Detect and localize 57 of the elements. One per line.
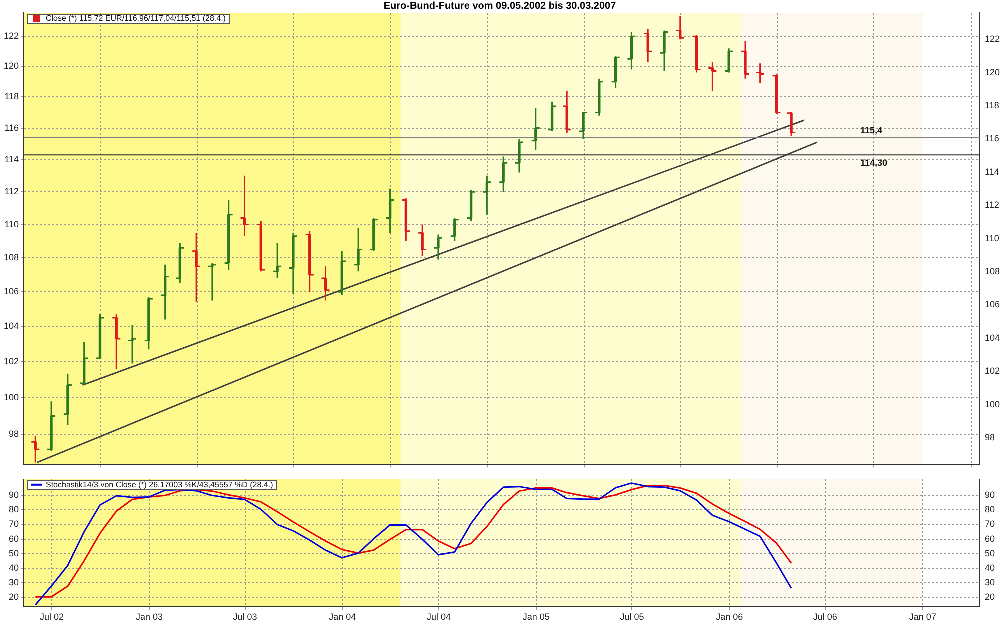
x-tick-label: Jul 06 <box>813 612 838 622</box>
ref-line-label: 114,30 <box>860 158 888 168</box>
ref-line-label: 115,4 <box>860 126 883 136</box>
y-tick-label: 20 <box>8 592 19 602</box>
x-tick-label: Jul 02 <box>40 612 64 622</box>
x-tick-label: Jan 07 <box>909 612 936 622</box>
x-tick-label: Jan 04 <box>329 612 356 622</box>
y-tick-label: 118 <box>4 92 19 102</box>
y-tick-label: 100 <box>4 392 19 402</box>
y-tick-label: 108 <box>4 252 19 263</box>
y2-tick-label: 80 <box>985 504 996 515</box>
y-tick-label: 102 <box>4 356 19 366</box>
y-tick-label: 60 <box>8 534 19 544</box>
legend-label: Stochastik14/3 von Close (*) 26,17003 %K/43,45557 %D (28.4.) <box>46 480 274 490</box>
y2-tick-label: 110 <box>985 233 1000 244</box>
y-tick-label: 120 <box>4 61 19 72</box>
y2-tick-label: 108 <box>985 266 1000 276</box>
y2-tick-label: 118 <box>985 100 1000 110</box>
x-tick-label: Jan 05 <box>522 612 550 622</box>
y2-tick-label: 50 <box>985 548 996 558</box>
legend-label: Close (*) 115,72 EUR/116,96/117,04/115,51 (28.4.) <box>46 14 226 24</box>
y-tick-label: 106 <box>4 286 19 297</box>
y-tick-label: 116 <box>4 122 19 133</box>
x-tick-label: Jul 05 <box>620 612 644 622</box>
y2-tick-label: 116 <box>985 134 1000 144</box>
y-tick-label: 110 <box>4 219 19 230</box>
y-tick-label: 90 <box>8 490 19 500</box>
y-tick-label: 80 <box>8 504 19 515</box>
y-tick-label: 98 <box>8 429 19 440</box>
y-tick-label: 104 <box>4 321 19 332</box>
y2-tick-label: 104 <box>985 332 1000 343</box>
y2-tick-label: 20 <box>985 592 996 602</box>
y2-tick-label: 112 <box>985 200 1000 210</box>
y2-tick-label: 30 <box>985 577 996 588</box>
y2-tick-label: 102 <box>985 366 1000 376</box>
y2-tick-label: 70 <box>985 519 996 530</box>
y2-tick-label: 90 <box>985 490 996 500</box>
y-tick-label: 30 <box>8 577 19 588</box>
y2-tick-label: 122 <box>985 34 1000 44</box>
y2-tick-label: 106 <box>985 300 1000 310</box>
y-tick-label: 122 <box>4 31 19 42</box>
x-tick-label: Jul 03 <box>233 612 258 622</box>
x-tick-label: Jul 04 <box>426 612 452 622</box>
y2-tick-label: 60 <box>985 534 996 544</box>
y2-tick-label: 40 <box>985 562 996 573</box>
y2-tick-label: 114 <box>985 166 1000 177</box>
y-tick-label: 40 <box>8 562 19 573</box>
x-tick-label: Jan 03 <box>136 612 163 622</box>
y-tick-label: 114 <box>4 154 19 164</box>
chart-title: Euro-Bund-Future vom 09.05.2002 bis 30.03.2007 <box>384 0 617 12</box>
y-tick-label: 112 <box>4 186 19 197</box>
y-tick-label: 70 <box>8 519 19 530</box>
y2-tick-label: 120 <box>985 67 1000 78</box>
y2-tick-label: 98 <box>985 432 996 443</box>
x-tick-label: Jan 06 <box>716 612 744 622</box>
y2-tick-label: 100 <box>985 399 1000 410</box>
y-tick-label: 50 <box>8 548 19 558</box>
